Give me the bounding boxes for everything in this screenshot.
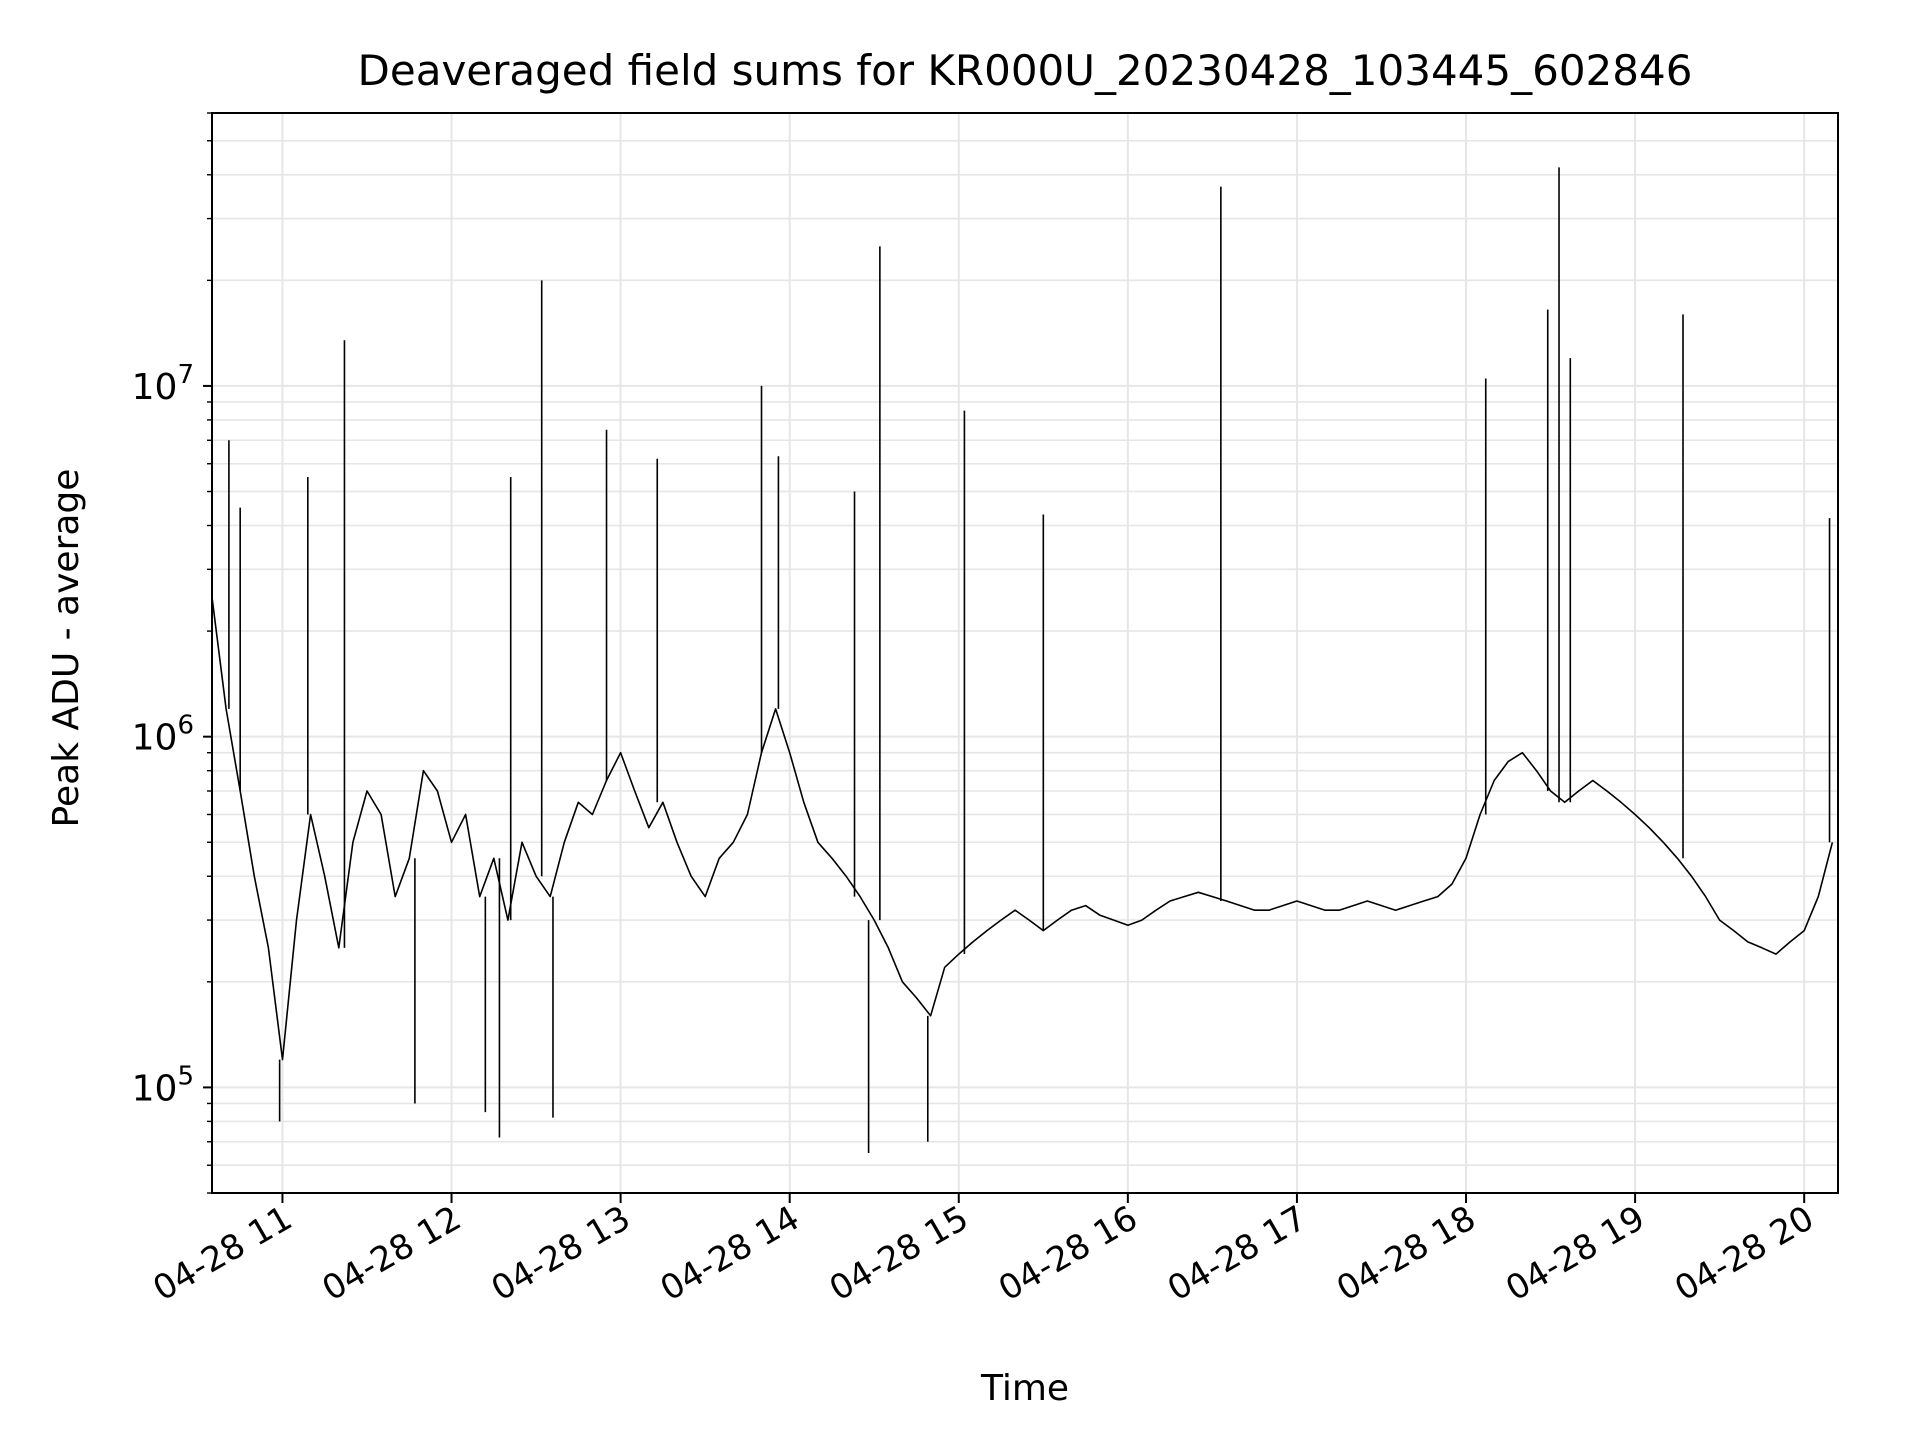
x-tick-label: 04-28 18	[1330, 1198, 1482, 1309]
x-tick-label: 04-28 13	[485, 1198, 637, 1309]
y-tick-label: 105	[132, 1061, 194, 1109]
x-tick-label: 04-28 16	[992, 1198, 1144, 1309]
y-axis-label: Peak ADU - average	[46, 469, 87, 828]
x-tick-label: 04-28 15	[823, 1198, 975, 1309]
x-tick-label: 04-28 11	[147, 1198, 299, 1309]
y-tick-label: 107	[132, 360, 194, 408]
axes: 04-28 11 04-28 12 04-28 13 04-28 14 04-28 15…	[132, 112, 1821, 1309]
data-series	[212, 167, 1834, 1154]
chart-title: Deaveraged field sums for KR000U_2023042…	[358, 46, 1693, 95]
x-tick-label: 04-28 20	[1668, 1198, 1820, 1309]
x-tick-label: 04-28 14	[654, 1198, 806, 1309]
x-tick-label: 04-28 17	[1161, 1198, 1313, 1309]
x-tick-label: 04-28 12	[316, 1198, 468, 1309]
plot-frame	[211, 112, 1839, 1194]
x-tick-label: 04-28 19	[1499, 1198, 1651, 1309]
grid	[212, 112, 1838, 1194]
y-tick-label: 106	[132, 711, 194, 759]
x-axis-label: Time	[980, 1368, 1069, 1409]
series-line	[212, 596, 1834, 1061]
